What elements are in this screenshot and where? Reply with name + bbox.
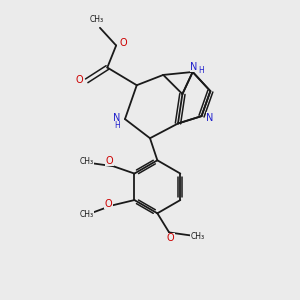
Text: N: N: [190, 62, 198, 72]
Text: O: O: [105, 199, 112, 209]
Text: CH₃: CH₃: [80, 157, 94, 166]
Text: H: H: [114, 121, 120, 130]
Text: O: O: [167, 233, 174, 243]
Text: O: O: [106, 156, 113, 166]
Text: N: N: [206, 112, 214, 123]
Text: CH₃: CH₃: [190, 232, 205, 242]
Text: CH₃: CH₃: [80, 210, 94, 219]
Text: N: N: [113, 112, 120, 123]
Text: H: H: [199, 66, 204, 75]
Text: CH₃: CH₃: [89, 15, 103, 24]
Text: O: O: [76, 75, 83, 85]
Text: O: O: [120, 38, 127, 48]
